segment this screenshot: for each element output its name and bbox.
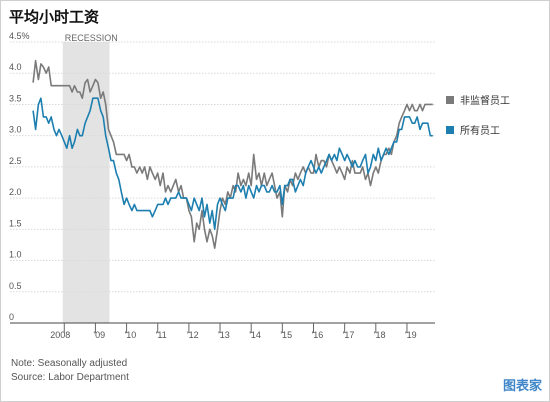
x-tick-label: '15 bbox=[280, 330, 292, 340]
x-tick-label: 2008 bbox=[50, 330, 70, 340]
x-tick-label: '12 bbox=[187, 330, 199, 340]
y-tick-label: 4.5% bbox=[9, 31, 30, 41]
series-line-nonsupervisory bbox=[32, 59, 433, 249]
y-tick-label: 4.0 bbox=[9, 62, 22, 72]
x-tick-label: '17 bbox=[343, 330, 355, 340]
x-tick-label: '18 bbox=[374, 330, 386, 340]
legend-label: 所有员工 bbox=[460, 124, 500, 137]
recession-band bbox=[62, 42, 110, 323]
series-line-all-employees bbox=[32, 97, 433, 231]
x-tick-label: '13 bbox=[218, 330, 230, 340]
watermark-logo: 图表家 bbox=[502, 378, 542, 393]
recession-band-layer: RECESSION bbox=[62, 33, 118, 323]
legend-swatch bbox=[446, 126, 454, 134]
y-tick-label: 3.0 bbox=[9, 125, 22, 135]
y-axis: 4.5% 4.0 3.5 3.0 2.5 2.0 1.5 1.0 0.5 0 bbox=[9, 31, 30, 322]
x-tick-label: '14 bbox=[249, 330, 261, 340]
y-tick-label: 2.5 bbox=[9, 156, 22, 166]
legend-swatch bbox=[446, 96, 454, 104]
recession-label: RECESSION bbox=[65, 33, 118, 43]
series-lines bbox=[32, 59, 433, 249]
x-tick-label: '10 bbox=[125, 330, 137, 340]
legend-label: 非监督员工 bbox=[460, 94, 510, 107]
x-axis: 2008 '09 '10 '11 '12 '13 '14 '15 '16 '17 '18 '19 bbox=[10, 322, 435, 340]
chart-note: Note: Seasonally adjusted bbox=[11, 358, 128, 369]
x-tick-label: '09 bbox=[93, 330, 105, 340]
y-tick-label: 0.5 bbox=[9, 281, 22, 291]
y-tick-label: 0 bbox=[9, 312, 14, 322]
x-tick-label: '11 bbox=[156, 330, 167, 340]
y-tick-label: 1.0 bbox=[9, 250, 22, 260]
chart-source: Source: Labor Department bbox=[11, 372, 129, 383]
chart-title: 平均小时工资 bbox=[9, 9, 100, 26]
y-tick-label: 3.5 bbox=[9, 93, 22, 103]
x-tick-label: '19 bbox=[405, 330, 417, 340]
y-tick-label: 2.0 bbox=[9, 187, 22, 197]
x-tick-label: '16 bbox=[312, 330, 324, 340]
y-tick-label: 1.5 bbox=[9, 218, 22, 228]
